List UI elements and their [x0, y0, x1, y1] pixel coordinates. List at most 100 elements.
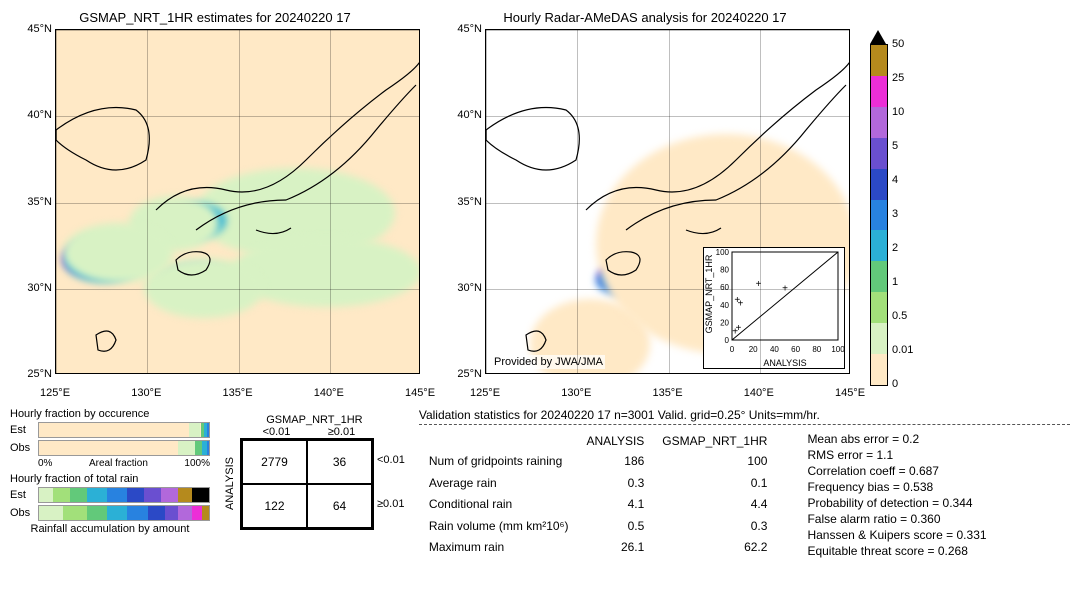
bar-segment	[161, 488, 178, 502]
bar-segment	[192, 488, 209, 502]
xtick: 130°E	[561, 387, 591, 399]
pct-0: 0%	[38, 458, 52, 469]
contingency-matrix: GSMAP_NRT_1HR <0.01 ≥0.01 ANALYSIS 2779 …	[224, 414, 405, 559]
stats-col-gsmap: GSMAP_NRT_1HR	[654, 433, 775, 450]
bar-segment	[192, 506, 202, 520]
bar-segment	[87, 488, 107, 502]
svg-text:ANALYSIS: ANALYSIS	[763, 358, 806, 368]
matrix-row1: <0.01	[374, 438, 405, 482]
xtick: 145°E	[405, 387, 435, 399]
ytick: 25°N	[10, 368, 52, 380]
matrix-c12: 36	[307, 440, 372, 484]
bar-segment	[63, 506, 87, 520]
colorbar-segment	[871, 261, 887, 292]
stat-gsmap: 100	[654, 452, 775, 471]
matrix-col1: <0.01	[244, 426, 309, 438]
obs-label2: Obs	[10, 507, 38, 519]
matrix-col2: ≥0.01	[309, 426, 374, 438]
radar-plot-area: Provided by JWA/JMA 00202040406060808010…	[485, 29, 850, 374]
validation-stats: Validation statistics for 20240220 17 n=…	[419, 408, 1070, 559]
ytick: 30°N	[10, 282, 52, 294]
bar-segment	[148, 506, 165, 520]
areal-fraction-label: Areal fraction	[89, 458, 148, 469]
colorbar-segment	[871, 292, 887, 323]
colorbar-tick: 0	[892, 378, 898, 390]
colorbar-segment	[871, 354, 887, 385]
svg-text:0: 0	[725, 336, 730, 345]
colorbar-segment	[871, 76, 887, 107]
radar-map-panel: Hourly Radar-AMeDAS analysis for 2024022…	[440, 10, 850, 400]
xtick: 125°E	[470, 387, 500, 399]
colorbar-tick: 10	[892, 106, 904, 118]
metric-line: Correlation coeff = 0.687	[807, 463, 986, 479]
rain-obs-bar	[38, 505, 210, 521]
metric-line: Mean abs error = 0.2	[807, 431, 986, 447]
ytick: 45°N	[440, 23, 482, 35]
xtick: 125°E	[40, 387, 70, 399]
colorbar-tick: 25	[892, 72, 904, 84]
metric-line: Frequency bias = 0.538	[807, 479, 986, 495]
metric-line: RMS error = 1.1	[807, 447, 986, 463]
stat-analysis: 0.5	[578, 516, 652, 535]
metric-line: Probability of detection = 0.344	[807, 495, 986, 511]
stat-name: Maximum rain	[421, 538, 577, 557]
stat-gsmap: 0.1	[654, 473, 775, 492]
bar-segment	[70, 488, 87, 502]
est-label2: Est	[10, 489, 38, 501]
stats-title: Validation statistics for 20240220 17 n=…	[419, 408, 1070, 425]
fraction-bars-panel: Hourly fraction by occurence Est Obs 0% …	[10, 408, 210, 559]
colorbar-tick: 3	[892, 208, 898, 220]
matrix-ylabel: ANALYSIS	[224, 438, 240, 530]
bar-segment	[178, 506, 192, 520]
colorbar-segment	[871, 230, 887, 261]
metric-line: Hanssen & Kuipers score = 0.331	[807, 527, 986, 543]
bar-segment	[39, 488, 53, 502]
colorbar-tick: 4	[892, 174, 898, 186]
matrix-title: GSMAP_NRT_1HR	[224, 414, 405, 426]
colorbar-overflow-icon	[870, 30, 886, 44]
gsmap-plot-area	[55, 29, 420, 374]
svg-text:100: 100	[831, 345, 844, 354]
stats-metrics-list: Mean abs error = 0.2RMS error = 1.1Corre…	[807, 431, 986, 559]
svg-text:0: 0	[730, 345, 735, 354]
metric-line: False alarm ratio = 0.360	[807, 511, 986, 527]
colorbar-segment	[871, 200, 887, 231]
scatter-inset: 002020404060608080100100++++++ANALYSISGS…	[703, 247, 845, 369]
xtick: 135°E	[652, 387, 682, 399]
obs-label: Obs	[10, 442, 38, 454]
bar-segment	[165, 506, 179, 520]
svg-text:40: 40	[770, 345, 779, 354]
xtick: 145°E	[835, 387, 865, 399]
svg-text:60: 60	[720, 283, 729, 292]
colorbar: 00.010.512345102550	[870, 30, 930, 400]
gsmap-map-panel: GSMAP_NRT_1HR estimates for 20240220 17 …	[10, 10, 420, 400]
colorbar-tick: 0.01	[892, 344, 913, 356]
svg-text:80: 80	[720, 266, 729, 275]
svg-text:+: +	[735, 323, 741, 334]
ytick: 40°N	[440, 109, 482, 121]
pct-100: 100%	[184, 458, 210, 469]
stat-name: Conditional rain	[421, 495, 577, 514]
svg-text:100: 100	[716, 248, 730, 257]
stats-col-analysis: ANALYSIS	[578, 433, 652, 450]
stat-name: Average rain	[421, 473, 577, 492]
bar-segment	[207, 423, 209, 437]
colorbar-tick: 2	[892, 242, 898, 254]
colorbar-body	[870, 44, 888, 386]
bar-segment	[195, 441, 202, 455]
svg-text:+: +	[734, 295, 740, 306]
xtick: 135°E	[222, 387, 252, 399]
colorbar-segment	[871, 107, 887, 138]
totalrain-title: Hourly fraction of total rain	[10, 473, 210, 485]
gsmap-map-box: 25°N30°N35°N40°N45°N125°E130°E135°E140°E…	[10, 29, 420, 399]
occ-est-bar	[38, 422, 210, 438]
stat-gsmap: 4.4	[654, 495, 775, 514]
colorbar-segment	[871, 138, 887, 169]
bar-segment	[39, 506, 63, 520]
stat-analysis: 26.1	[578, 538, 652, 557]
bar-segment	[39, 423, 189, 437]
bar-segment	[207, 441, 209, 455]
bar-segment	[202, 506, 209, 520]
stat-analysis: 0.3	[578, 473, 652, 492]
accum-label: Rainfall accumulation by amount	[10, 523, 210, 535]
